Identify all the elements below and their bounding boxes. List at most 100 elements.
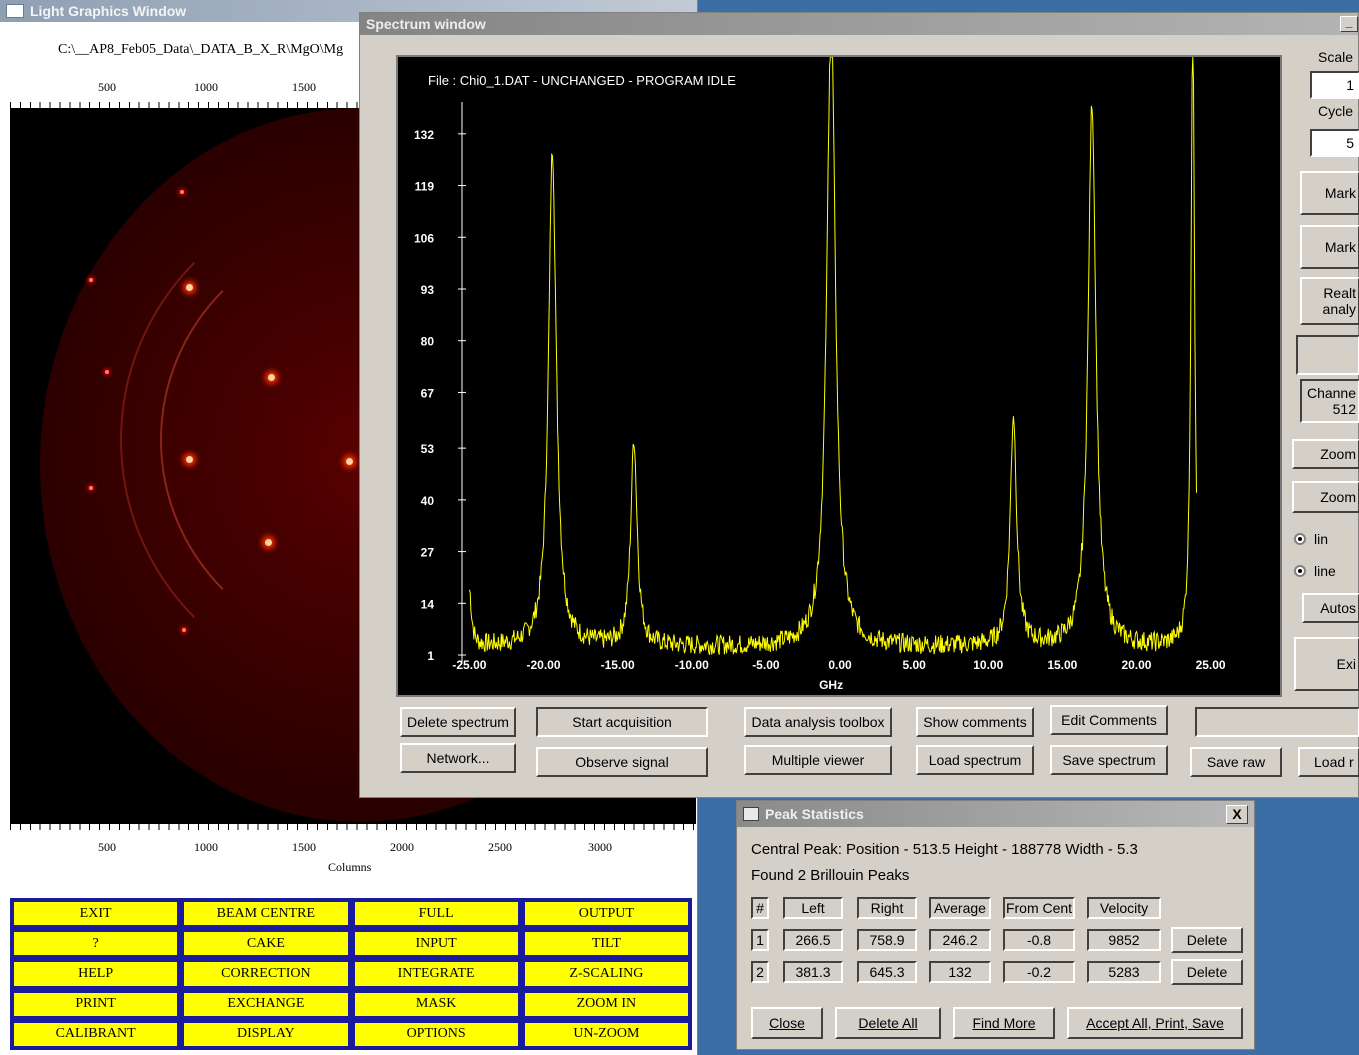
x-tick-label: 5.00 bbox=[902, 658, 926, 672]
close-button[interactable]: Close bbox=[751, 1007, 823, 1039]
lin-label: lin bbox=[1314, 531, 1329, 547]
diffraction-spot bbox=[105, 370, 109, 374]
bottom-tick: 3000 bbox=[588, 840, 612, 854]
delete-all-button[interactable]: Delete All bbox=[835, 1007, 941, 1039]
menu-z-scaling[interactable]: Z-SCALING bbox=[522, 960, 690, 988]
find-more-button[interactable]: Find More bbox=[953, 1007, 1055, 1039]
spectrum-window: Spectrum window _ File : Chi0_1.DAT - UN… bbox=[359, 12, 1359, 798]
x-tick-label: -5.00 bbox=[752, 658, 780, 672]
load-spectrum-button[interactable]: Load spectrum bbox=[916, 745, 1034, 775]
realtime-label-1: Realt bbox=[1323, 285, 1356, 301]
lin-radio[interactable] bbox=[1294, 533, 1306, 545]
save-spectrum-button[interactable]: Save spectrum bbox=[1050, 745, 1168, 775]
cell-left: 266.5 bbox=[783, 929, 843, 951]
diffraction-spot bbox=[265, 539, 272, 546]
bottom-tick: 1500 bbox=[292, 840, 316, 854]
diffraction-spot bbox=[268, 374, 275, 381]
menu-options[interactable]: OPTIONS bbox=[352, 1020, 520, 1048]
header-index: # bbox=[751, 897, 769, 919]
row-index: 1 bbox=[751, 929, 769, 951]
observe-signal-button[interactable]: Observe signal bbox=[536, 747, 708, 777]
indicator-box bbox=[1296, 335, 1359, 375]
load-raw-button[interactable]: Load r bbox=[1298, 747, 1359, 777]
header-average: Average bbox=[929, 897, 991, 919]
delete-peak-1-button[interactable]: Delete bbox=[1171, 927, 1243, 953]
menu-full[interactable]: FULL bbox=[352, 900, 520, 928]
status-field bbox=[1195, 707, 1359, 737]
exit-button[interactable]: Exi bbox=[1294, 637, 1359, 691]
menu-help[interactable]: HELP bbox=[12, 960, 180, 988]
header-from-cent: From Cent bbox=[1003, 897, 1075, 919]
zoom-button-1[interactable]: Zoom bbox=[1292, 439, 1359, 469]
line-radio[interactable] bbox=[1294, 565, 1306, 577]
peak-stats-titlebar[interactable]: Peak Statistics X bbox=[737, 801, 1254, 827]
menu-beam-centre[interactable]: BEAM CENTRE bbox=[182, 900, 350, 928]
mark-button-2[interactable]: Mark bbox=[1300, 225, 1359, 269]
y-tick-label: 132 bbox=[414, 128, 434, 142]
start-acquisition-button[interactable]: Start acquisition bbox=[536, 707, 708, 737]
minimize-button[interactable]: _ bbox=[1340, 16, 1358, 32]
menu-output[interactable]: OUTPUT bbox=[522, 900, 690, 928]
channel-label: Channe bbox=[1306, 385, 1356, 401]
spectrum-chart: File : Chi0_1.DAT - UNCHANGED - PROGRAM … bbox=[414, 57, 1226, 692]
spectrum-title: Spectrum window bbox=[366, 16, 486, 32]
file-path: C:\__AP8_Feb05_Data\_DATA_B_X_R\MgO\Mg bbox=[58, 42, 344, 57]
y-tick-label: 53 bbox=[421, 442, 435, 456]
x-tick-label: -15.00 bbox=[601, 658, 635, 672]
menu-exchange[interactable]: EXCHANGE bbox=[182, 990, 350, 1018]
network-button[interactable]: Network... bbox=[400, 743, 516, 773]
save-raw-button[interactable]: Save raw bbox=[1190, 747, 1282, 777]
menu-tilt[interactable]: TILT bbox=[522, 930, 690, 958]
beam-centre-spot bbox=[346, 458, 353, 465]
window-icon bbox=[6, 4, 24, 18]
multiple-viewer-button[interactable]: Multiple viewer bbox=[744, 745, 892, 775]
bottom-axis-ticks bbox=[10, 824, 696, 830]
realtime-analysis-button[interactable]: Realt analy bbox=[1300, 277, 1359, 325]
realtime-label-2: analy bbox=[1322, 301, 1356, 317]
x-tick-label: 0.00 bbox=[828, 658, 852, 672]
brillouin-peaks-found: Found 2 Brillouin Peaks bbox=[751, 867, 910, 884]
data-analysis-toolbox-button[interactable]: Data analysis toolbox bbox=[744, 707, 892, 737]
bottom-tick: 1000 bbox=[194, 840, 218, 854]
spectrum-plot[interactable]: File : Chi0_1.DAT - UNCHANGED - PROGRAM … bbox=[396, 55, 1282, 697]
y-tick-label: 1 bbox=[427, 649, 434, 663]
diffraction-spot bbox=[186, 456, 193, 463]
table-icon bbox=[743, 807, 759, 821]
spectrum-titlebar[interactable]: Spectrum window _ bbox=[360, 13, 1358, 35]
menu-un-zoom[interactable]: UN-ZOOM bbox=[522, 1020, 690, 1048]
menu-calibrant[interactable]: CALIBRANT bbox=[12, 1020, 180, 1048]
row-index: 2 bbox=[751, 961, 769, 983]
header-left: Left bbox=[783, 897, 843, 919]
scale-label: Scale bbox=[1318, 49, 1354, 65]
top-tick: 1500 bbox=[292, 80, 316, 94]
lgw-title: Light Graphics Window bbox=[30, 3, 187, 19]
accept-all-print-save-button[interactable]: Accept All, Print, Save bbox=[1067, 1007, 1243, 1039]
menu-input[interactable]: INPUT bbox=[352, 930, 520, 958]
delete-spectrum-button[interactable]: Delete spectrum bbox=[400, 707, 516, 737]
delete-peak-2-button[interactable]: Delete bbox=[1171, 959, 1243, 985]
edit-comments-button[interactable]: Edit Comments bbox=[1050, 705, 1168, 735]
menu-display[interactable]: DISPLAY bbox=[182, 1020, 350, 1048]
menu-zoom-in[interactable]: ZOOM IN bbox=[522, 990, 690, 1018]
scale-input[interactable]: 1 bbox=[1310, 71, 1359, 99]
zoom-button-2[interactable]: Zoom bbox=[1292, 481, 1359, 513]
y-tick-label: 27 bbox=[421, 546, 435, 560]
bottom-tick: 2500 bbox=[488, 840, 512, 854]
spectrum-line bbox=[468, 57, 1197, 655]
header-right: Right bbox=[857, 897, 917, 919]
menu-exit[interactable]: EXIT bbox=[12, 900, 180, 928]
mark-button-1[interactable]: Mark bbox=[1300, 171, 1359, 215]
menu-help-question[interactable]: ? bbox=[12, 930, 180, 958]
autoscale-button[interactable]: Autos bbox=[1302, 593, 1359, 623]
menu-integrate[interactable]: INTEGRATE bbox=[352, 960, 520, 988]
menu-mask[interactable]: MASK bbox=[352, 990, 520, 1018]
x-tick-label: 15.00 bbox=[1047, 658, 1077, 672]
close-icon[interactable]: X bbox=[1226, 805, 1248, 824]
show-comments-button[interactable]: Show comments bbox=[916, 707, 1034, 737]
menu-cake[interactable]: CAKE bbox=[182, 930, 350, 958]
y-tick-label: 93 bbox=[421, 283, 435, 297]
menu-correction[interactable]: CORRECTION bbox=[182, 960, 350, 988]
cycle-input[interactable]: 5 bbox=[1310, 129, 1359, 157]
diffraction-spot bbox=[180, 190, 184, 194]
menu-print[interactable]: PRINT bbox=[12, 990, 180, 1018]
